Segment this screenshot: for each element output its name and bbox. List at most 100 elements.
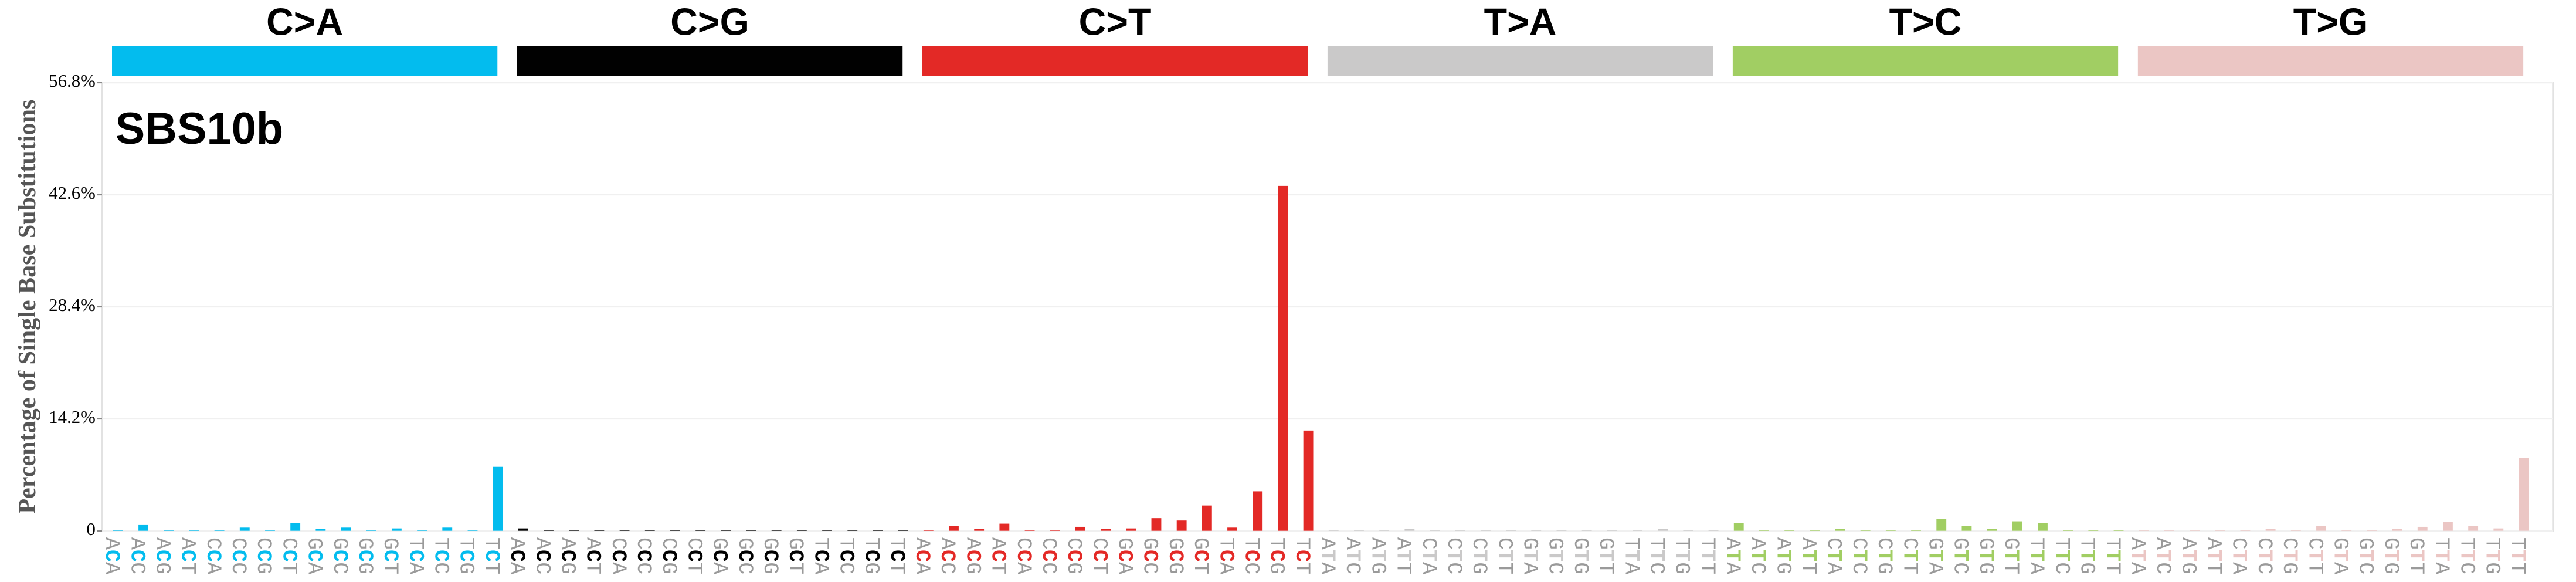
bar	[2265, 529, 2276, 531]
bar	[138, 524, 148, 531]
x-tick-label: TTC	[1644, 537, 1668, 574]
x-tick-label: GTT	[1594, 537, 1617, 574]
bar	[467, 530, 478, 531]
x-tick-label: TCA	[403, 537, 427, 575]
bar	[1253, 491, 1263, 531]
x-tick-label: CTT	[2303, 537, 2326, 574]
bar	[873, 530, 883, 531]
x-tick-label: ATC	[1746, 537, 1769, 574]
x-tick-label: GTA	[1518, 537, 1541, 575]
x-tick-label: ACT	[175, 537, 199, 574]
x-tick-label: GCG	[353, 537, 376, 574]
y-tick-label: 42.6%	[49, 182, 96, 203]
bar	[1733, 523, 1744, 531]
bar	[822, 530, 832, 531]
x-tick-label: GTG	[1974, 537, 1997, 574]
bar	[1278, 185, 1288, 531]
bar	[847, 530, 858, 531]
signature-name: SBS10b	[116, 104, 284, 154]
x-tick-label: GTG	[1569, 537, 1592, 574]
x-tick-label: ATG	[1366, 537, 1389, 574]
x-tick-label: TTG	[2075, 537, 2098, 574]
x-tick-label: ATG	[2176, 537, 2200, 574]
bar	[2519, 458, 2529, 531]
x-tick-label: CTT	[1898, 537, 1921, 574]
group-header-bar	[2137, 46, 2524, 76]
group-header-label: T>G	[2293, 1, 2368, 43]
x-tick-label: ACC	[530, 537, 554, 574]
x-tick-label: ACC	[125, 537, 148, 574]
bar	[619, 530, 630, 531]
bar	[1354, 530, 1364, 531]
x-tick-label: CCG	[252, 537, 275, 574]
bar	[2038, 523, 2048, 531]
x-tick-label: CTC	[2252, 537, 2276, 574]
bar	[670, 530, 680, 531]
bar	[391, 528, 402, 531]
bar	[1835, 529, 1845, 531]
x-tick-label: ACC	[935, 537, 959, 574]
bar	[746, 530, 756, 531]
x-tick-label: GCT	[378, 537, 402, 574]
group-header-label: C>G	[670, 1, 749, 43]
bar	[898, 530, 908, 531]
bar	[1227, 527, 1237, 531]
group-header-bar	[517, 46, 903, 76]
x-tick-label: GCG	[1163, 537, 1187, 574]
bar	[341, 527, 351, 531]
bar	[1480, 530, 1491, 531]
bar	[1936, 519, 1947, 531]
x-tick-label: GTC	[1543, 537, 1566, 574]
x-tick-label: TTC	[2049, 537, 2073, 574]
group-header-label: T>C	[1889, 1, 1962, 43]
x-tick-label: CTG	[1467, 537, 1491, 574]
x-tick-label: TTG	[1669, 537, 1693, 574]
x-tick-label: GTA	[2328, 537, 2351, 575]
x-tick-label: TTT	[2505, 537, 2529, 574]
bar	[2417, 526, 2428, 531]
x-tick-label: ATC	[1340, 537, 1364, 574]
bar	[974, 529, 985, 531]
bar	[1658, 529, 1668, 531]
x-tick-label: CCA	[1012, 537, 1035, 575]
x-tick-label: ATT	[1391, 537, 1414, 574]
bar	[644, 530, 655, 531]
x-tick-label: ATA	[1720, 537, 1744, 575]
group-header-bar	[1732, 46, 2119, 76]
bar	[569, 530, 579, 531]
bar	[290, 523, 301, 531]
x-tick-label: TCC	[1239, 537, 1262, 574]
bar	[1430, 530, 1440, 531]
group-header-bar	[922, 46, 1308, 76]
bar	[2290, 530, 2301, 531]
bar	[2190, 530, 2200, 531]
group-header-bar	[112, 46, 498, 76]
group-header-label: C>T	[1079, 1, 1152, 43]
x-tick-label: CTA	[1416, 537, 1440, 575]
bar	[1556, 530, 1567, 531]
x-tick-label: CCC	[632, 537, 655, 574]
x-tick-label: ATC	[2151, 537, 2174, 574]
x-tick-label: CCG	[657, 537, 680, 574]
x-tick-label: TTA	[2024, 537, 2048, 575]
bar	[1607, 530, 1617, 531]
x-tick-label: CCT	[277, 537, 300, 574]
x-tick-label: TCG	[1264, 537, 1288, 574]
bar	[796, 530, 807, 531]
bar	[366, 530, 376, 531]
bar	[1379, 530, 1390, 531]
x-tick-label: CCA	[201, 537, 225, 575]
bar	[1885, 530, 1896, 531]
x-tick-label: GCC	[732, 537, 756, 574]
x-tick-label: GCG	[758, 537, 782, 574]
x-tick-label: CCC	[1037, 537, 1060, 574]
x-tick-label: GTT	[1999, 537, 2022, 574]
x-tick-label: TCC	[429, 537, 452, 574]
x-tick-label: ACG	[555, 537, 579, 574]
x-tick-label: CCT	[1087, 537, 1111, 574]
x-tick-label: TCC	[834, 537, 857, 574]
x-tick-label: GCA	[707, 537, 731, 575]
y-tick-label: 56.8%	[49, 70, 96, 91]
bar	[2316, 526, 2326, 531]
y-axis-label: Percentage of Single Base Substitutions	[13, 100, 41, 514]
